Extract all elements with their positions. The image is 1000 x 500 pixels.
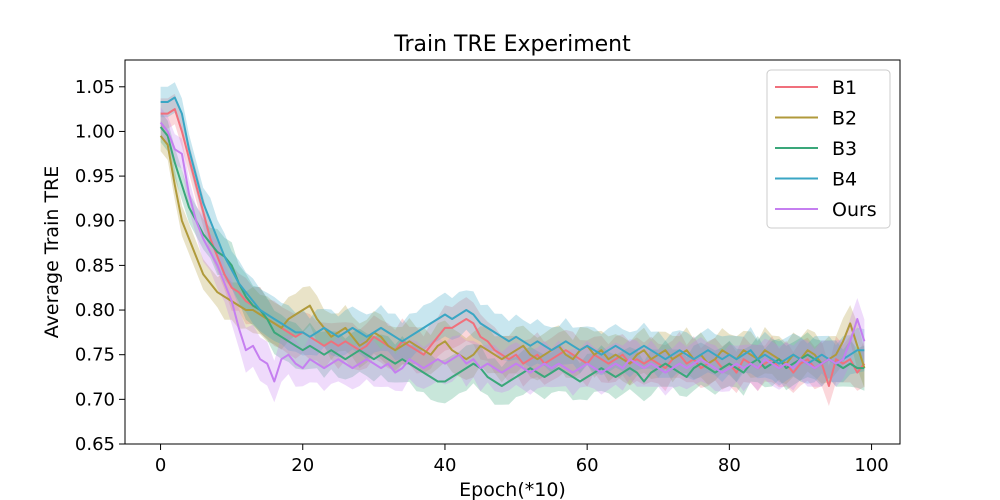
series-line-ours xyxy=(159,121,866,383)
plot-frame xyxy=(124,59,901,445)
y-axis: 0.65 0.70 0.75 0.80 0.85 0.90 0.95 1.00 1.05 xyxy=(75,77,125,455)
legend-box xyxy=(766,69,891,229)
chart-title: Train TRE Experiment xyxy=(393,32,631,57)
series-line-b3 xyxy=(159,126,865,387)
y-tick-label: 0.75 xyxy=(75,345,115,366)
legend-label-b3: B3 xyxy=(832,138,857,160)
x-tick-label: 0 xyxy=(155,455,166,476)
band-b2 xyxy=(160,120,865,388)
y-tick-label: 0.85 xyxy=(75,255,115,276)
legend: B1 B2 B3 B4 Ours xyxy=(766,69,891,229)
x-tick-label: 80 xyxy=(718,455,741,476)
y-tick-label: 1.00 xyxy=(75,121,115,142)
series-lines xyxy=(159,96,866,387)
legend-label-ours: Ours xyxy=(832,199,877,221)
x-tick-label: 100 xyxy=(854,455,888,476)
legend-label-b2: B2 xyxy=(832,108,857,130)
x-axis-label: Epoch(*10) xyxy=(459,479,566,500)
legend-label-b1: B1 xyxy=(832,77,857,99)
legend-label-b4: B4 xyxy=(832,169,857,191)
band-b1 xyxy=(160,93,865,407)
y-tick-label: 1.05 xyxy=(75,77,115,98)
y-tick-label: 0.70 xyxy=(75,389,115,410)
y-tick-label: 0.65 xyxy=(75,434,115,455)
y-tick-label: 0.95 xyxy=(75,166,115,187)
band-b3 xyxy=(160,111,865,405)
series-line-b4 xyxy=(160,96,865,365)
x-tick-label: 40 xyxy=(434,455,457,476)
y-axis-label: Average Train TRE xyxy=(41,166,63,339)
y-tick-label: 0.80 xyxy=(75,300,115,321)
y-tick-label: 0.90 xyxy=(75,211,115,232)
x-tick-label: 20 xyxy=(291,455,314,476)
x-tick-label: 60 xyxy=(576,455,599,476)
x-axis: 0 20 40 60 80 100 xyxy=(155,444,889,476)
